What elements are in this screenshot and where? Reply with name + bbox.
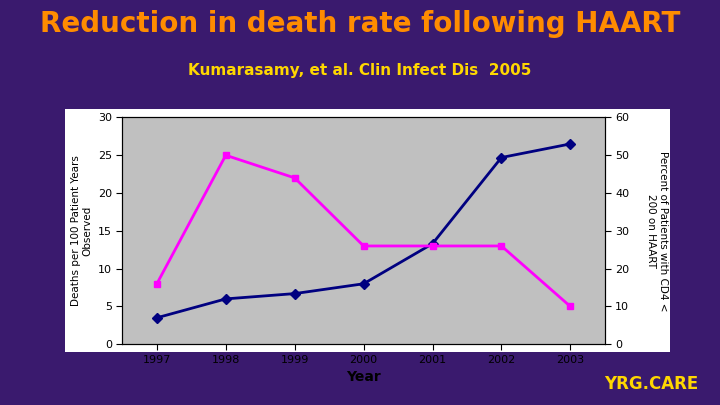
X-axis label: Year: Year [346, 370, 381, 384]
Y-axis label: Percent of Patients with CD4 <
200 on HAART: Percent of Patients with CD4 < 200 on HA… [646, 151, 667, 311]
Text: YRG.CARE: YRG.CARE [604, 375, 698, 393]
Text: Kumarasamy, et al. Clin Infect Dis  2005: Kumarasamy, et al. Clin Infect Dis 2005 [189, 63, 531, 78]
Y-axis label: Deaths per 100 Patient Years
Observed: Deaths per 100 Patient Years Observed [71, 156, 92, 306]
Text: Reduction in death rate following HAART: Reduction in death rate following HAART [40, 10, 680, 38]
